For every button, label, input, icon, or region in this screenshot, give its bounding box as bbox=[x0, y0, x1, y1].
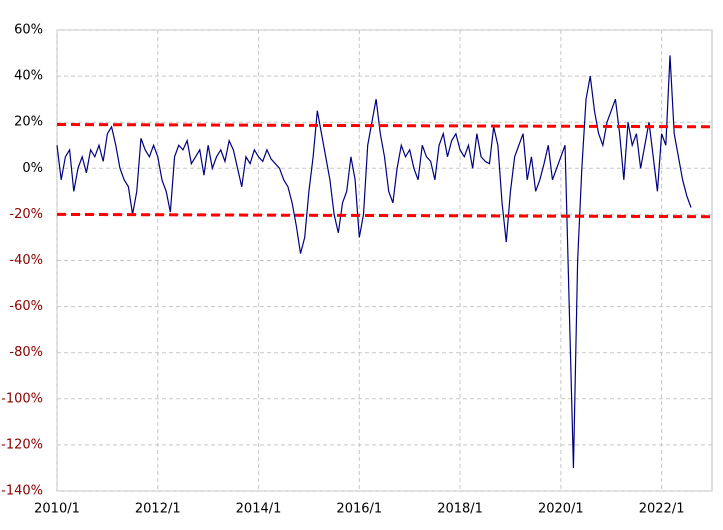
x-tick-label: 2020/1 bbox=[538, 502, 584, 517]
plot-area bbox=[56, 29, 713, 492]
x-tick-label: 2018/1 bbox=[437, 502, 483, 517]
reference-line bbox=[56, 212, 713, 219]
x-tick-label: 2012/1 bbox=[135, 502, 181, 517]
data-line bbox=[56, 55, 692, 468]
y-tick-label: 40% bbox=[14, 69, 43, 84]
reference-line bbox=[56, 123, 713, 129]
y-tick-label: -40% bbox=[9, 253, 43, 268]
y-tick-label: -120% bbox=[1, 437, 43, 452]
y-tick-label: -140% bbox=[1, 484, 43, 499]
x-tick-label: 2016/1 bbox=[336, 502, 382, 517]
x-tick-label: 2010/1 bbox=[34, 502, 80, 517]
y-tick-label: -100% bbox=[1, 391, 43, 406]
y-tick-label: 20% bbox=[14, 115, 43, 130]
x-tick-label: 2022/1 bbox=[639, 502, 685, 517]
x-tick-label: 2014/1 bbox=[236, 502, 282, 517]
y-tick-label: -60% bbox=[9, 299, 43, 314]
y-tick-label: -80% bbox=[9, 345, 43, 360]
y-tick-label: 0% bbox=[22, 161, 43, 176]
y-tick-label: -20% bbox=[9, 207, 43, 222]
y-tick-label: 60% bbox=[14, 23, 43, 38]
